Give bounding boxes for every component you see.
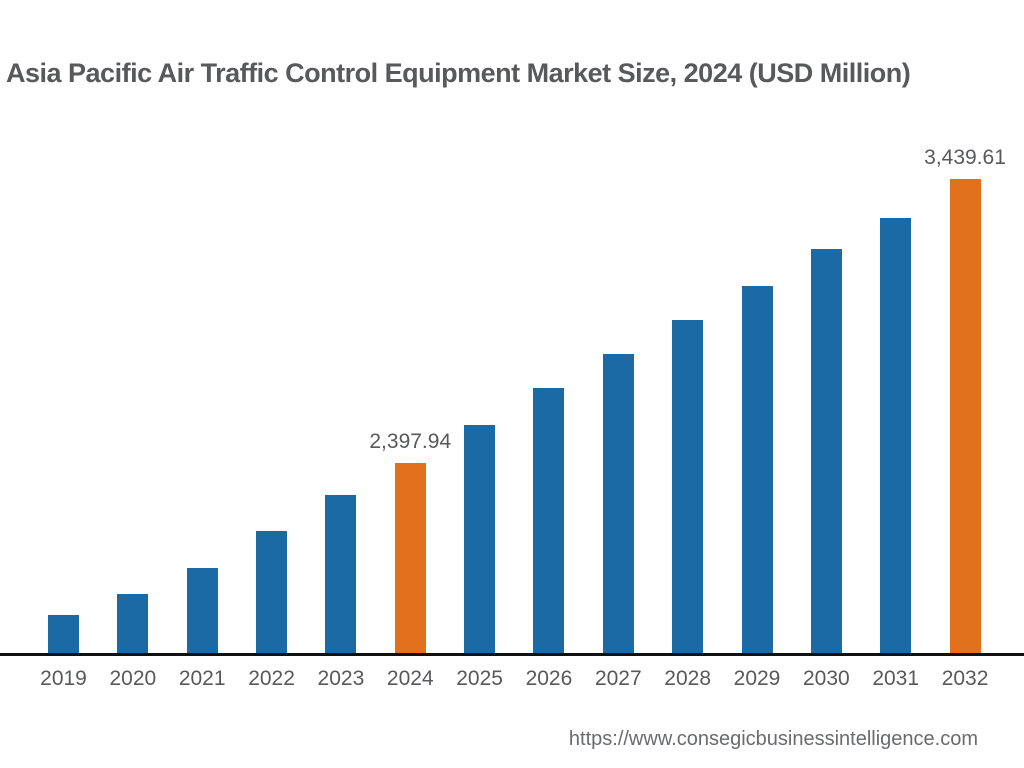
x-tick-label-2027: 2027 (594, 667, 642, 690)
x-tick-label-2031: 2031 (872, 667, 920, 690)
bar-2031 (880, 218, 912, 655)
source-url-link[interactable]: https://www.consegicbusinessintelligence… (568, 728, 978, 750)
bar-2029 (741, 286, 773, 655)
bar-value-label-2024: 2,397.94 (369, 430, 452, 453)
bar-2022 (256, 531, 288, 655)
x-axis-line (0, 653, 1024, 656)
chart-title: Asia Pacific Air Traffic Control Equipme… (6, 58, 911, 88)
bar-value-label-2032: 3,439.61 (924, 146, 1006, 169)
bar-2019 (48, 615, 79, 655)
bar-2030 (810, 249, 842, 655)
bar-chart-plot-area: 2,397.94 3,439.61 (0, 108, 1024, 655)
x-tick-label-2028: 2028 (664, 667, 711, 690)
x-axis-tick-labels: 2019 2020 2021 2022 2023 2024 2025 2026 2027 2028… (0, 667, 1024, 695)
x-tick-label-2021: 2021 (178, 667, 226, 690)
bar-2032 (949, 179, 981, 655)
x-tick-label-2024: 2024 (386, 667, 434, 690)
bar-2027 (602, 354, 634, 655)
x-tick-label-2026: 2026 (525, 667, 573, 690)
x-tick-label-2020: 2020 (109, 667, 157, 690)
bar-2024 (394, 463, 426, 655)
bar-2021 (186, 568, 218, 655)
x-tick-label-2019: 2019 (40, 667, 87, 690)
x-tick-label-2029: 2029 (733, 667, 781, 690)
x-tick-label-2030: 2030 (802, 667, 850, 690)
x-tick-label-2025: 2025 (456, 667, 503, 690)
bar-2025 (464, 425, 496, 655)
bar-2028 (672, 320, 704, 655)
x-tick-label-2022: 2022 (248, 667, 295, 690)
bar-2023 (325, 495, 357, 655)
bar-2026 (533, 388, 565, 655)
bar-2020 (117, 594, 149, 655)
x-tick-label-2023: 2023 (317, 667, 365, 690)
x-tick-label-2032: 2032 (941, 667, 989, 690)
